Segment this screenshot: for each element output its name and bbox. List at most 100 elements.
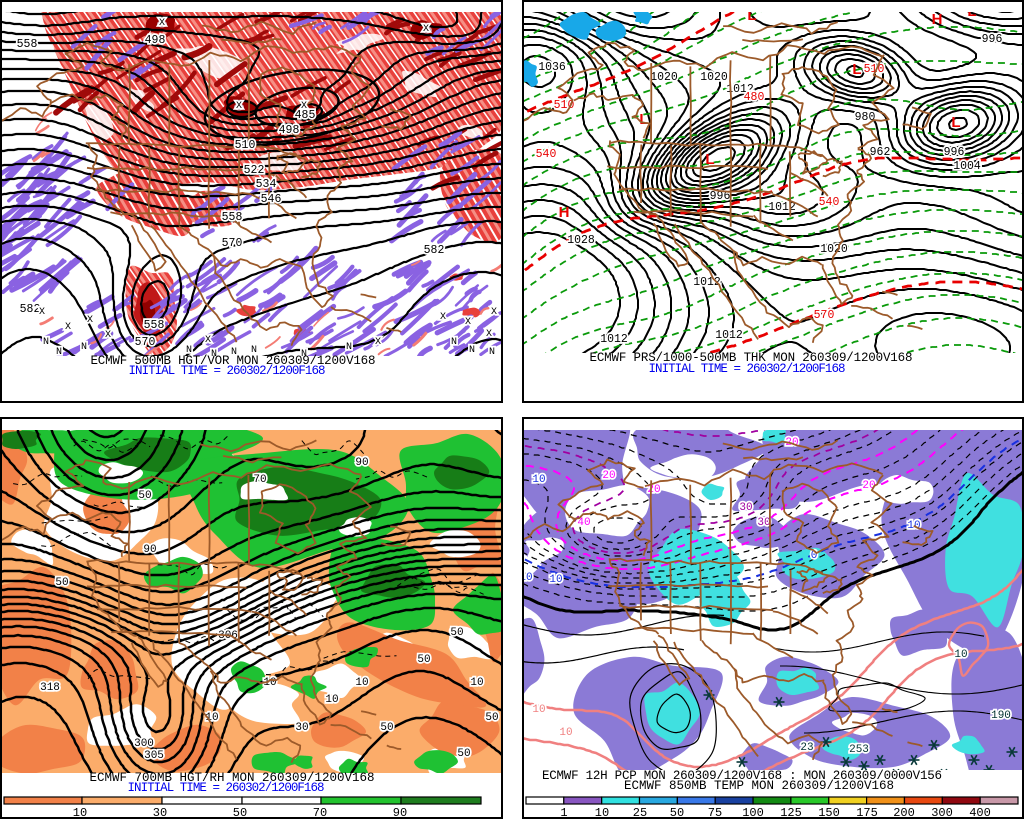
svg-text:480: 480	[744, 91, 765, 104]
svg-text:1020: 1020	[650, 71, 678, 84]
svg-text:996: 996	[944, 146, 965, 159]
svg-text:INITIAL TIME = 260302/1200F168: INITIAL TIME = 260302/1200F168	[128, 781, 325, 795]
svg-text:305: 305	[144, 750, 164, 762]
svg-text:962: 962	[870, 146, 891, 159]
svg-text:175: 175	[856, 806, 878, 819]
svg-text:N: N	[469, 345, 475, 356]
svg-text:50: 50	[55, 577, 68, 589]
svg-text:10: 10	[325, 694, 338, 706]
svg-text:40: 40	[577, 517, 590, 529]
svg-text:253: 253	[849, 744, 869, 756]
svg-text:N: N	[489, 347, 495, 358]
svg-text:10: 10	[470, 677, 483, 689]
svg-text:X: X	[486, 329, 492, 340]
svg-text:558: 558	[144, 319, 165, 332]
svg-text:0: 0	[811, 550, 818, 562]
svg-text:996: 996	[982, 33, 1003, 46]
svg-text:150: 150	[818, 806, 840, 819]
svg-text:400: 400	[969, 806, 991, 819]
svg-text:ECMWF 500MB HGT/VOR MON 260309: ECMWF 500MB HGT/VOR MON 260309/1200V168	[91, 354, 376, 368]
svg-text:L: L	[951, 114, 960, 131]
svg-text:1012: 1012	[715, 329, 743, 342]
svg-text:30: 30	[153, 806, 167, 819]
svg-text:N: N	[231, 347, 237, 358]
svg-text:510: 510	[235, 139, 256, 152]
svg-text:25: 25	[633, 806, 647, 819]
svg-text:N: N	[211, 349, 217, 360]
svg-text:70: 70	[253, 474, 266, 486]
svg-text:N: N	[81, 342, 87, 353]
svg-text:75: 75	[708, 806, 722, 819]
svg-text:200: 200	[893, 806, 915, 819]
svg-text:558: 558	[17, 38, 38, 51]
svg-text:30: 30	[739, 502, 752, 514]
svg-text:1012: 1012	[600, 333, 628, 346]
svg-text:L: L	[639, 111, 648, 128]
svg-text:50: 50	[485, 712, 498, 724]
svg-text:10: 10	[954, 649, 967, 661]
svg-text:L: L	[967, 3, 976, 20]
svg-text:1004: 1004	[953, 160, 981, 173]
svg-text:540: 540	[536, 148, 557, 161]
svg-text:10: 10	[559, 727, 572, 739]
svg-text:L: L	[705, 151, 714, 168]
svg-text:H: H	[559, 204, 570, 221]
svg-text:INITIAL TIME = 260302/1200F168: INITIAL TIME = 260302/1200F168	[649, 362, 846, 376]
svg-text:190: 190	[991, 710, 1011, 722]
svg-text:X: X	[440, 312, 446, 323]
svg-text:10: 10	[73, 806, 87, 819]
svg-text:X: X	[87, 315, 93, 326]
svg-text:318: 318	[40, 682, 60, 694]
svg-text:ECMWF 12H PCP MON 260309/1200V: ECMWF 12H PCP MON 260309/1200V168 : MON …	[542, 769, 942, 783]
svg-text:10: 10	[519, 572, 532, 584]
svg-text:90: 90	[355, 457, 368, 469]
svg-text:23: 23	[800, 742, 813, 754]
svg-text:X: X	[236, 101, 242, 112]
svg-text:980: 980	[855, 111, 876, 124]
svg-text:50: 50	[233, 806, 247, 819]
svg-text:X: X	[491, 307, 497, 318]
svg-text:1: 1	[560, 806, 567, 819]
svg-text:X: X	[159, 18, 165, 29]
svg-text:50: 50	[450, 627, 463, 639]
svg-text:498: 498	[145, 34, 166, 47]
svg-text:X: X	[423, 24, 429, 35]
svg-text:1012: 1012	[726, 83, 754, 96]
svg-text:X: X	[375, 337, 381, 348]
svg-text:50: 50	[457, 748, 470, 760]
svg-text:30: 30	[295, 722, 308, 734]
svg-text:ECMWF 850MB TEMP MON 260309/12: ECMWF 850MB TEMP MON 260309/1200V168	[624, 779, 894, 793]
svg-text:X: X	[205, 335, 211, 346]
svg-text:X: X	[105, 330, 111, 341]
svg-text:N: N	[43, 337, 49, 348]
svg-text:70: 70	[313, 806, 327, 819]
svg-text:582: 582	[424, 244, 445, 257]
svg-text:N: N	[301, 349, 307, 360]
svg-text:20: 20	[602, 470, 615, 482]
svg-text:N: N	[451, 337, 457, 348]
svg-text:1020: 1020	[820, 243, 848, 256]
svg-text:10: 10	[549, 574, 562, 586]
svg-text:125: 125	[780, 806, 802, 819]
svg-text:50: 50	[380, 722, 393, 734]
svg-text:485: 485	[295, 109, 316, 122]
svg-text:10: 10	[595, 806, 609, 819]
svg-text:1020: 1020	[700, 71, 728, 84]
svg-text:546: 546	[261, 193, 282, 206]
svg-text:1028: 1028	[567, 234, 595, 247]
svg-text:10: 10	[355, 677, 368, 689]
svg-text:1012: 1012	[768, 201, 796, 214]
svg-text:ECMWF 700MB HGT/RH MON 260309/: ECMWF 700MB HGT/RH MON 260309/1200V168	[90, 771, 375, 785]
svg-text:X: X	[65, 322, 71, 333]
svg-text:522: 522	[244, 164, 265, 177]
svg-text:50: 50	[417, 654, 430, 666]
svg-text:300: 300	[931, 806, 953, 819]
svg-text:N: N	[251, 345, 257, 356]
svg-text:90: 90	[393, 806, 407, 819]
svg-text:1036: 1036	[538, 61, 566, 74]
svg-text:534: 534	[256, 178, 277, 191]
svg-text:570: 570	[135, 336, 156, 349]
svg-text:INITIAL TIME = 260302/1200F168: INITIAL TIME = 260302/1200F168	[129, 364, 326, 378]
svg-text:100: 100	[742, 806, 764, 819]
svg-text:30: 30	[757, 517, 770, 529]
